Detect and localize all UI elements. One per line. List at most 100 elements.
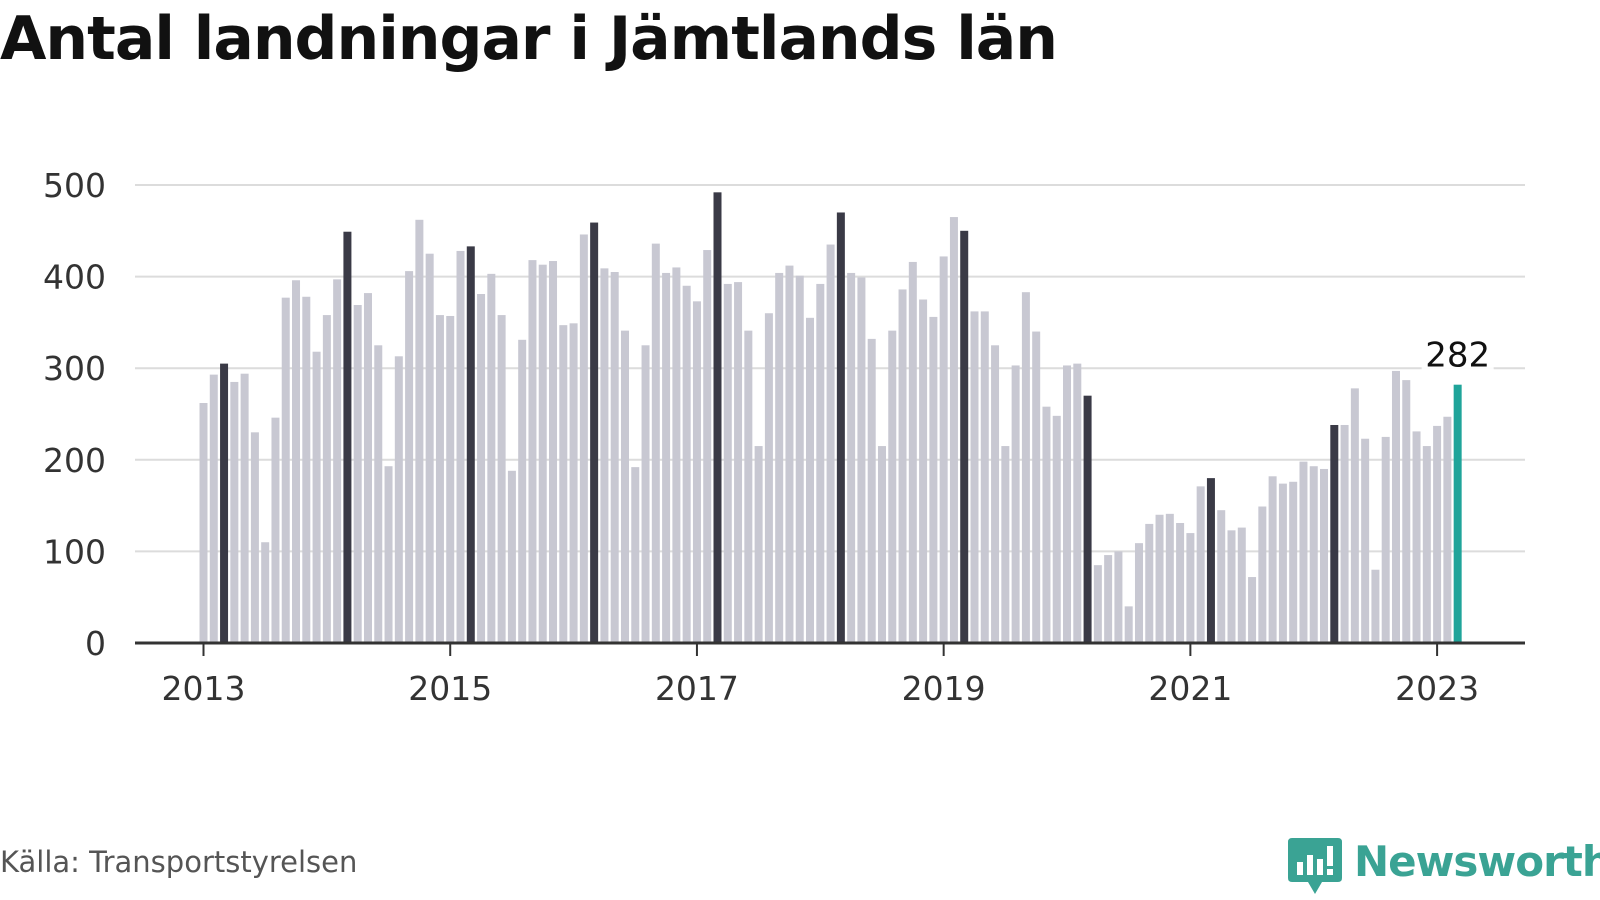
chart-title: Antal landningar i Jämtlands län	[0, 4, 1058, 74]
bar	[1320, 468, 1329, 643]
bar	[1001, 446, 1010, 643]
bars	[199, 192, 1462, 644]
bar	[1258, 506, 1267, 643]
bar	[898, 289, 907, 643]
bar	[1289, 481, 1298, 643]
bar	[692, 301, 701, 643]
bar	[1227, 530, 1236, 643]
bar	[1032, 331, 1041, 643]
bar	[713, 192, 722, 643]
bar	[1299, 461, 1308, 643]
bar	[1248, 577, 1257, 643]
x-tick-label: 2021	[1148, 669, 1232, 708]
bar	[1073, 363, 1082, 643]
bar	[888, 330, 897, 643]
bar	[1309, 466, 1318, 643]
bar	[322, 315, 331, 643]
bar	[261, 542, 270, 643]
bar	[795, 275, 804, 643]
bar	[343, 231, 352, 643]
bar	[1340, 424, 1349, 643]
bar	[1422, 446, 1431, 643]
bar	[1196, 486, 1205, 643]
bar	[1165, 513, 1174, 643]
bar	[826, 244, 835, 644]
x-tick-label: 2023	[1395, 669, 1479, 708]
bar	[1237, 527, 1246, 643]
bar	[538, 264, 547, 643]
bar	[384, 466, 393, 643]
bar	[662, 272, 671, 643]
bar	[847, 272, 856, 643]
bar	[672, 267, 681, 643]
bar	[1433, 425, 1442, 643]
y-tick-label: 400	[43, 258, 106, 297]
bar	[1114, 551, 1123, 643]
bar	[816, 283, 825, 643]
bar	[1402, 380, 1411, 643]
x-axis: 2013 2015 2017 2019 2021 2023	[135, 641, 1525, 708]
bar	[394, 356, 403, 643]
bar	[1176, 523, 1185, 643]
bar-chart: 0 100 200 300 400 500 2013 2015 2017 2019 2021 202…	[43, 166, 1525, 708]
bar	[610, 272, 619, 643]
bar	[641, 345, 650, 643]
bar	[487, 273, 496, 643]
bar	[1206, 478, 1215, 643]
bar	[456, 250, 465, 643]
bar	[867, 338, 876, 643]
bar	[980, 311, 989, 643]
bar	[1361, 438, 1370, 643]
bar	[723, 283, 732, 643]
bar	[1124, 606, 1133, 643]
bar	[1093, 565, 1102, 643]
bar	[929, 316, 938, 643]
bar	[1042, 406, 1051, 643]
bar	[466, 246, 475, 643]
x-tick-label: 2013	[162, 669, 246, 708]
bar	[302, 296, 311, 643]
bar	[353, 304, 362, 643]
bar	[507, 470, 516, 643]
y-tick-label: 200	[43, 441, 106, 480]
bar	[877, 446, 886, 643]
bar	[425, 253, 434, 643]
bar	[620, 330, 629, 643]
bar	[292, 280, 301, 643]
bar	[590, 222, 599, 643]
bar	[1268, 476, 1277, 643]
bar	[405, 271, 414, 643]
bar	[1412, 431, 1421, 643]
bar	[1350, 388, 1359, 643]
bar	[1052, 415, 1061, 643]
bar	[363, 293, 372, 643]
bar	[1217, 510, 1226, 643]
bar	[1083, 395, 1092, 643]
latest-value-callout: 282	[1421, 334, 1494, 376]
bar	[775, 272, 784, 643]
bar	[1186, 533, 1195, 643]
x-tick-label: 2017	[655, 669, 739, 708]
bar	[631, 467, 640, 643]
y-tick-label: 0	[85, 624, 106, 663]
bar	[857, 277, 866, 643]
y-tick-label: 500	[43, 166, 106, 205]
bar	[651, 243, 660, 643]
bar	[1453, 384, 1462, 643]
bar	[1155, 514, 1164, 643]
brand-logo: Newsworthy	[1288, 838, 1600, 898]
bar	[1104, 555, 1113, 643]
x-tick-label: 2015	[408, 669, 492, 708]
bar	[1134, 543, 1143, 643]
bar	[806, 317, 815, 643]
y-tick-label: 300	[43, 349, 106, 388]
bar	[1330, 424, 1339, 643]
bar	[991, 345, 1000, 643]
bar	[682, 285, 691, 643]
bar	[549, 261, 558, 643]
bar	[919, 299, 928, 643]
latest-value-label: 282	[1425, 336, 1490, 376]
bar	[518, 339, 527, 643]
bar	[734, 282, 743, 643]
bar	[970, 311, 979, 643]
